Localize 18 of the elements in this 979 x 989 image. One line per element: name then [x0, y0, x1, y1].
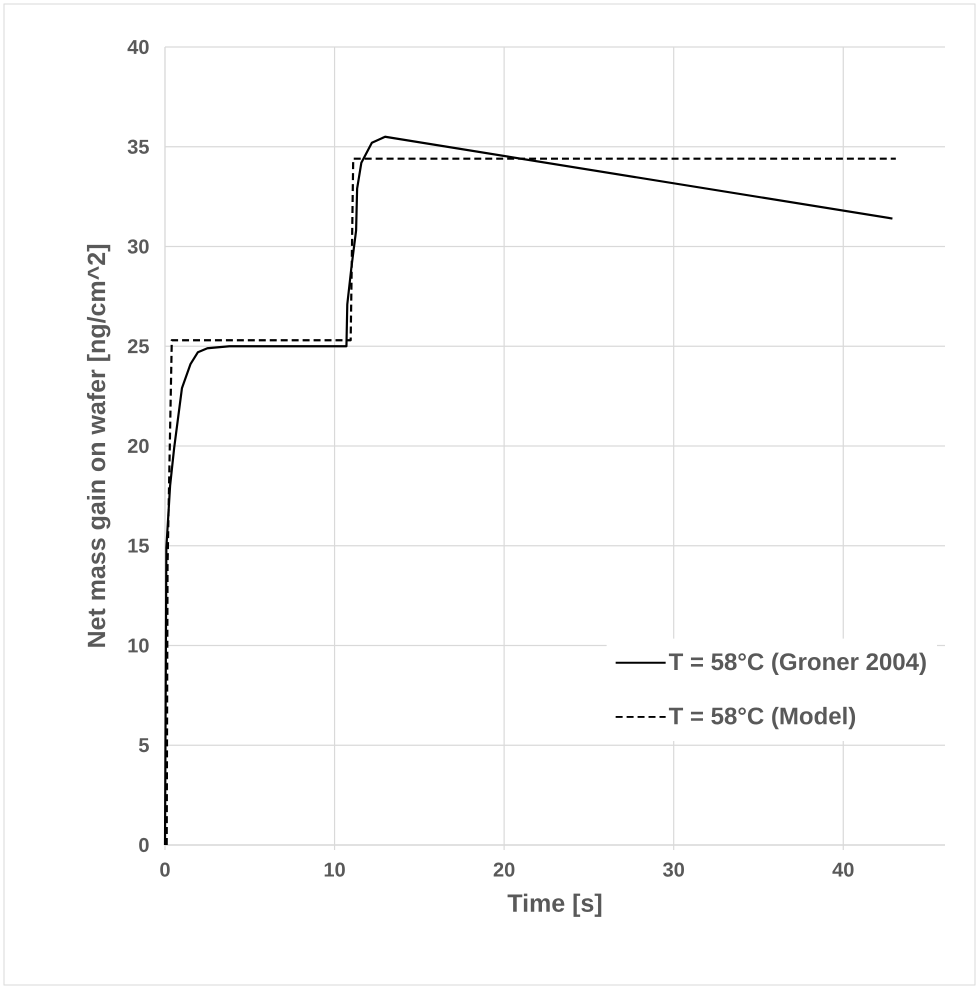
y-tick-label: 0: [139, 838, 149, 852]
y-tick-label: 35: [128, 140, 149, 154]
x-tick-label: 20: [494, 862, 514, 877]
y-tick-label: 20: [128, 438, 149, 454]
x-tick-label: 30: [663, 862, 684, 877]
x-tick-label: 40: [832, 862, 854, 877]
legend-label: T = 58°C (Groner 2004): [668, 652, 926, 675]
y-tick-label: 10: [128, 638, 149, 653]
y-tick-label: 5: [138, 738, 149, 752]
y-axis-title: Net mass gain on wafer [ng/cm^2]: [86, 244, 110, 647]
x-tick-label: 0: [160, 862, 170, 877]
y-tick-label: 25: [128, 339, 149, 354]
y-tick-label: 30: [128, 239, 149, 254]
x-axis-title: Time [s]: [508, 894, 602, 917]
x-tick-label: 10: [324, 862, 345, 877]
legend-label: T = 58°C (Model): [668, 706, 856, 730]
y-tick-label: 15: [128, 538, 149, 553]
y-tick-label: 40: [128, 40, 149, 54]
